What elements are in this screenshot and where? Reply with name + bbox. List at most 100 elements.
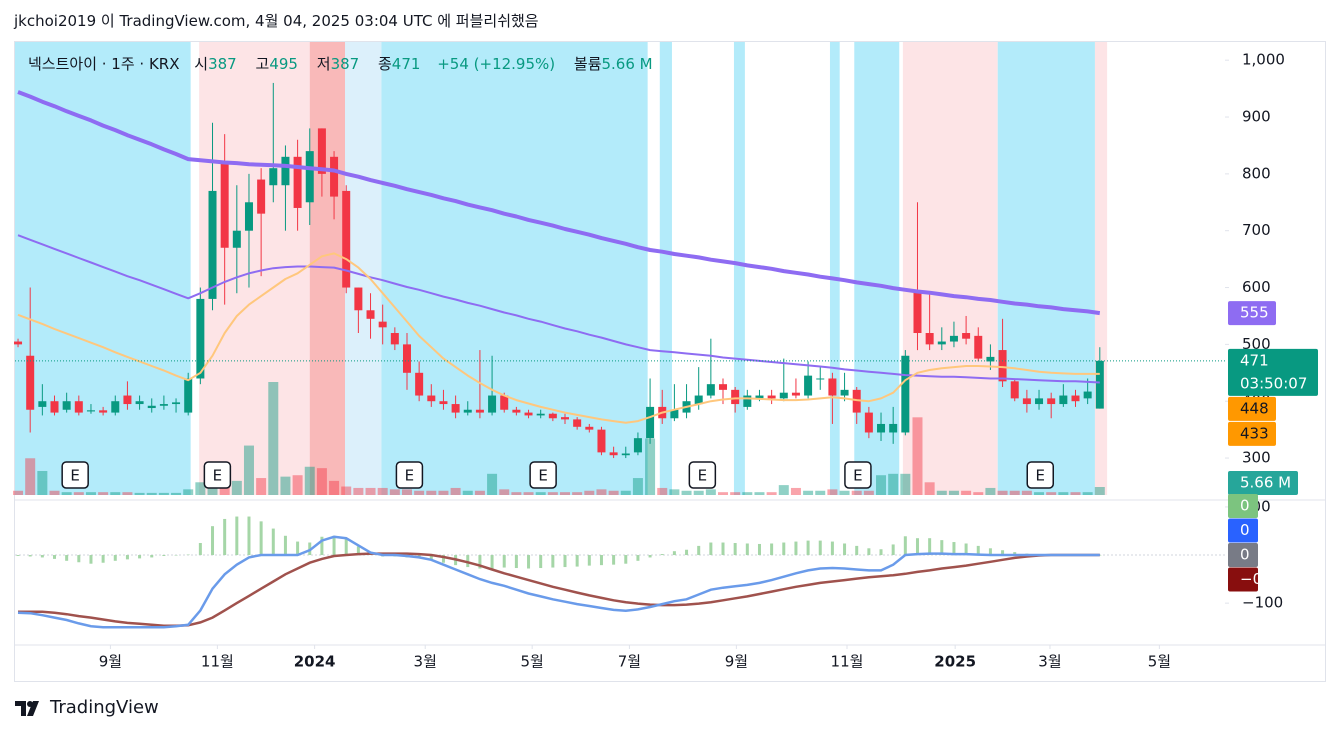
candle-body [755,395,764,399]
macd-histogram [903,536,907,556]
volume-bar [1034,492,1045,495]
candle-body [232,230,241,248]
signal-band [997,42,1095,495]
volume-bar [827,489,838,495]
candle-body [317,128,326,174]
macd-histogram [612,555,616,565]
candle-body [646,406,655,439]
macd-histogram [952,542,956,556]
ma-tag [1228,301,1276,326]
volume-bar [438,490,449,495]
macd-histogram [539,555,543,569]
volume-bar [268,382,279,495]
volume-bar [158,492,169,495]
macd-histogram [818,540,822,556]
x-tick-label: 9월 [725,653,748,671]
macd-histogram [672,551,676,556]
candle-body [670,409,679,419]
volume-bar [61,492,72,495]
volume-bar [803,490,814,495]
macd-histogram [259,521,263,556]
volume-bar [1070,492,1081,495]
earnings-label: E [213,467,222,485]
candle-body [14,341,23,345]
legend: 넥스트아이 · 1주 · KRX 시387 고495 저387 종471 +54… [28,53,665,74]
candle-body [50,401,59,413]
macd-histogram [915,538,919,556]
volume-bar [608,490,619,495]
macd-histogram [28,555,32,557]
open-value: 387 [208,55,237,73]
candle-body [159,404,168,406]
candle-body [111,401,120,413]
ma-tag [1228,421,1276,446]
earnings-badge [61,461,89,489]
candle-body [561,417,569,420]
ma-tag-text: 448 [1240,399,1269,417]
macd-histogram [174,555,178,556]
volume-bar [183,489,194,495]
candle-body [974,335,983,359]
candle-body [512,409,521,413]
macd-histogram [125,555,129,560]
volume-bar [961,490,972,495]
candle-body [901,355,910,433]
volume-bar [1009,490,1020,495]
volume-bar [511,492,522,495]
volume-bar [316,468,327,495]
y-tick-label: 800 [1242,164,1271,182]
macd-histogram [648,555,652,558]
volume-bar [523,492,534,495]
volume-bar [353,487,364,495]
earnings-label: E [1036,467,1045,485]
volume-bar [985,487,996,495]
volume-bar [401,489,412,495]
macd-histogram [843,543,847,556]
volume-bar [596,489,607,495]
macd-histogram [867,548,871,556]
macd-histogram [356,546,360,556]
macd-histogram [794,541,798,556]
macd-histogram [283,535,287,556]
volume-bar [693,490,704,495]
candle-body [451,404,460,413]
volume-bar [620,490,631,495]
signal-band [381,42,648,495]
macd-histogram [65,555,69,561]
macd-histogram [855,545,859,556]
candle-body [172,402,181,405]
y-tick-label: 900 [1242,108,1271,126]
macd-histogram [235,516,239,556]
candle-body [99,410,108,413]
macd-histogram [660,554,664,556]
volume-bar [912,417,923,495]
candle-body [840,389,849,396]
macd-histogram [636,555,640,561]
volume-bar [973,492,984,495]
candle-body [184,378,193,413]
macd-histogram [441,555,445,563]
y-tick-label: 700 [1242,221,1271,239]
macd-histogram [271,528,275,556]
close-label: 종 [377,55,392,73]
candle-body [402,344,411,373]
macd-histogram [89,555,93,564]
candle-body [475,409,484,413]
candle-body [828,378,837,396]
signal-band [199,42,310,495]
volume-bar [778,485,789,495]
volume-bar [474,490,485,495]
macd-tag [1228,543,1258,567]
candle-body [415,372,424,396]
candle-body [791,392,800,396]
volume-bar [754,492,765,495]
volume-label: 볼륨 [573,55,602,73]
macd-histogram [223,518,227,556]
candle-body [864,412,873,433]
candle-body [281,156,290,186]
earnings-badge [203,461,232,489]
volume-bar [535,492,546,495]
macd-histogram [527,555,531,569]
macd-histogram [247,516,251,556]
candle-body [1047,398,1056,405]
